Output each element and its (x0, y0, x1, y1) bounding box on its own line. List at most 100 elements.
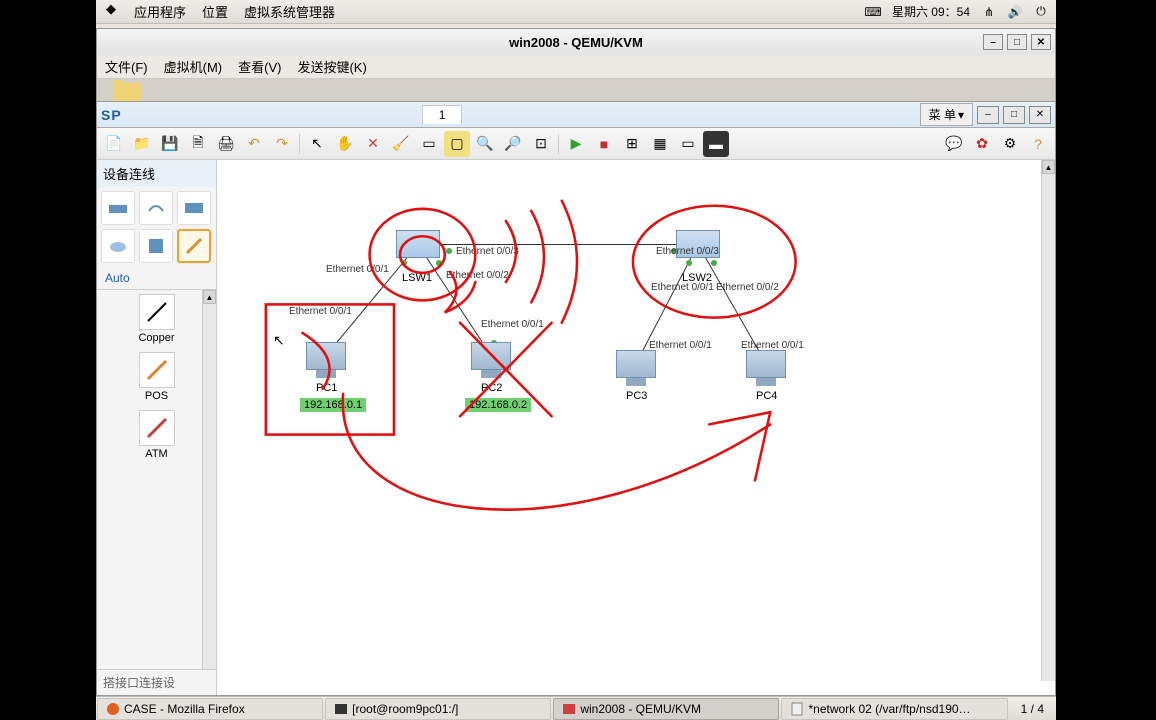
network-icon[interactable]: ⋔ (982, 5, 996, 19)
tb-select-icon[interactable]: ↖ (304, 131, 330, 157)
tb-open-icon[interactable]: 📁 (129, 131, 155, 157)
ensp-tab-1[interactable]: 1 (422, 105, 463, 124)
tb-start-icon[interactable]: ▶ (563, 131, 589, 157)
cursor-icon: ↖ (273, 332, 285, 349)
tb-zoomout-icon[interactable]: 🔎 (500, 131, 526, 157)
menu-places[interactable]: 位置 (202, 2, 228, 21)
port-status-dot[interactable] (401, 260, 407, 266)
cable-copper[interactable]: Copper (135, 294, 179, 344)
device-label: PC2 (481, 382, 502, 394)
device-label: PC4 (756, 390, 777, 402)
vm-icon (562, 702, 576, 716)
vm-guest-display[interactable]: SP 1 菜 单▾ – □ ✕ 📄 📁 💾 🗎 (97, 79, 1055, 695)
tb-zoomin-icon[interactable]: 🔍 (472, 131, 498, 157)
sidebar-scrollbar[interactable]: ▲ (202, 290, 216, 669)
volume-icon[interactable]: 🔊 (1008, 5, 1022, 19)
tb-huawei-icon[interactable]: ✿ (969, 131, 995, 157)
tb-fit-icon[interactable]: ⊡ (528, 131, 554, 157)
tb-help-icon[interactable]: ? (1025, 131, 1051, 157)
device-label: PC1 (316, 382, 337, 394)
tb-layout-icon[interactable]: ▦ (647, 131, 673, 157)
task-firefox[interactable]: CASE - Mozilla Firefox (97, 698, 323, 720)
vm-titlebar[interactable]: win2008 - QEMU/KVM – □ ✕ (97, 29, 1055, 55)
device-label: PC3 (626, 390, 647, 402)
ensp-minimize-button[interactable]: – (977, 106, 999, 124)
tb-saveas-icon[interactable]: 🗎 (185, 131, 211, 157)
vm-window: win2008 - QEMU/KVM – □ ✕ 文件(F) 虚拟机(M) 查看… (96, 28, 1056, 696)
task-terminal[interactable]: [root@room9pc01:/] (325, 698, 551, 720)
tb-print-icon[interactable]: 🖨 (213, 131, 239, 157)
tb-window-icon[interactable]: ▭ (675, 131, 701, 157)
tb-pan-icon[interactable]: ✋ (332, 131, 358, 157)
menu-vmmgr[interactable]: 虚拟系统管理器 (244, 2, 335, 21)
vm-close-button[interactable]: ✕ (1031, 34, 1051, 50)
tb-stop-icon[interactable]: ■ (591, 131, 617, 157)
vm-menu-file[interactable]: 文件(F) (105, 57, 148, 76)
port-label: Ethernet 0/0/1 (649, 340, 712, 351)
cable-pos[interactable]: POS (135, 352, 179, 402)
ensp-close-button[interactable]: ✕ (1029, 106, 1051, 124)
tb-display-icon[interactable]: ▬ (703, 131, 729, 157)
port-status-dot[interactable] (436, 260, 442, 266)
device-wlan-icon[interactable] (139, 191, 173, 225)
sidebar-auto-label[interactable]: Auto (97, 267, 216, 289)
topology-link[interactable] (418, 244, 492, 356)
tb-palette-icon[interactable]: ▢ (444, 131, 470, 157)
tb-delete-icon[interactable]: ✕ (360, 131, 386, 157)
editor-icon (790, 702, 804, 716)
tb-save-icon[interactable]: 💾 (157, 131, 183, 157)
port-label: Ethernet 0/0/1 (651, 282, 714, 293)
port-status-dot[interactable] (686, 260, 692, 266)
tb-message-icon[interactable]: 💬 (941, 131, 967, 157)
topology-link[interactable] (418, 244, 698, 245)
tb-capture-icon[interactable]: ⊞ (619, 131, 645, 157)
pc-device[interactable] (471, 342, 511, 380)
pc-device[interactable] (616, 350, 656, 388)
device-router-icon[interactable] (101, 191, 135, 225)
tb-new-icon[interactable]: 📄 (101, 131, 127, 157)
port-label: Ethernet 0/0/1 (289, 306, 352, 317)
task-qemu[interactable]: win2008 - QEMU/KVM (553, 698, 779, 720)
task-editor[interactable]: *network 02 (/var/ftp/nsd190… (781, 698, 1007, 720)
switch-device[interactable] (396, 230, 440, 258)
vm-minimize-button[interactable]: – (983, 34, 1003, 50)
keyboard-icon[interactable]: ⌨ (866, 5, 880, 19)
tb-broom-icon[interactable]: 🧹 (388, 131, 414, 157)
ensp-window: SP 1 菜 单▾ – □ ✕ 📄 📁 💾 🗎 (97, 101, 1055, 695)
port-label: Ethernet 0/0/3 (456, 246, 519, 257)
ensp-header: SP 1 菜 单▾ – □ ✕ (97, 102, 1055, 128)
canvas-scrollbar-v[interactable]: ▲ (1041, 160, 1055, 681)
cable-atm[interactable]: ATM (135, 410, 179, 460)
workspace-indicator[interactable]: 1 / 4 (1009, 702, 1056, 716)
device-switch-icon[interactable] (177, 191, 211, 225)
sidebar-bottom-label: 搭接口连接设 (97, 669, 216, 695)
ensp-maximize-button[interactable]: □ (1003, 106, 1025, 124)
tb-undo-icon[interactable]: ↶ (241, 131, 267, 157)
device-server-icon[interactable] (139, 229, 173, 263)
menu-applications[interactable]: 应用程序 (134, 2, 186, 21)
port-status-dot[interactable] (711, 260, 717, 266)
pc-device[interactable] (306, 342, 346, 380)
ip-label: 192.168.0.2 (465, 398, 531, 412)
vm-menu-sendkeys[interactable]: 发送按键(K) (297, 57, 366, 76)
pc-device[interactable] (746, 350, 786, 388)
device-cable-icon[interactable] (177, 229, 211, 263)
tb-text-icon[interactable]: ▭ (416, 131, 442, 157)
vm-menu-view[interactable]: 查看(V) (238, 57, 281, 76)
ensp-menu-button[interactable]: 菜 单▾ (920, 103, 973, 126)
vm-menu-vm[interactable]: 虚拟机(M) (164, 57, 223, 76)
terminal-icon (334, 702, 348, 716)
sidebar-title: 设备连线 (97, 160, 216, 187)
tb-settings-icon[interactable]: ⚙ (997, 131, 1023, 157)
tb-redo-icon[interactable]: ↷ (269, 131, 295, 157)
port-status-dot[interactable] (446, 248, 452, 254)
clock[interactable]: 星期六 09：54 (892, 3, 970, 20)
power-icon[interactable]: ⏻ (1034, 5, 1048, 19)
port-label: Ethernet 0/0/3 (656, 246, 719, 257)
vm-maximize-button[interactable]: □ (1007, 34, 1027, 50)
topology-canvas[interactable]: LSW1LSW2PC1192.168.0.1PC2192.168.0.2PC3P… (217, 160, 1055, 695)
device-cloud-icon[interactable] (101, 229, 135, 263)
device-label: LSW1 (402, 272, 432, 284)
port-label: Ethernet 0/0/1 (326, 264, 389, 275)
apps-icon: ◆ (104, 2, 118, 16)
